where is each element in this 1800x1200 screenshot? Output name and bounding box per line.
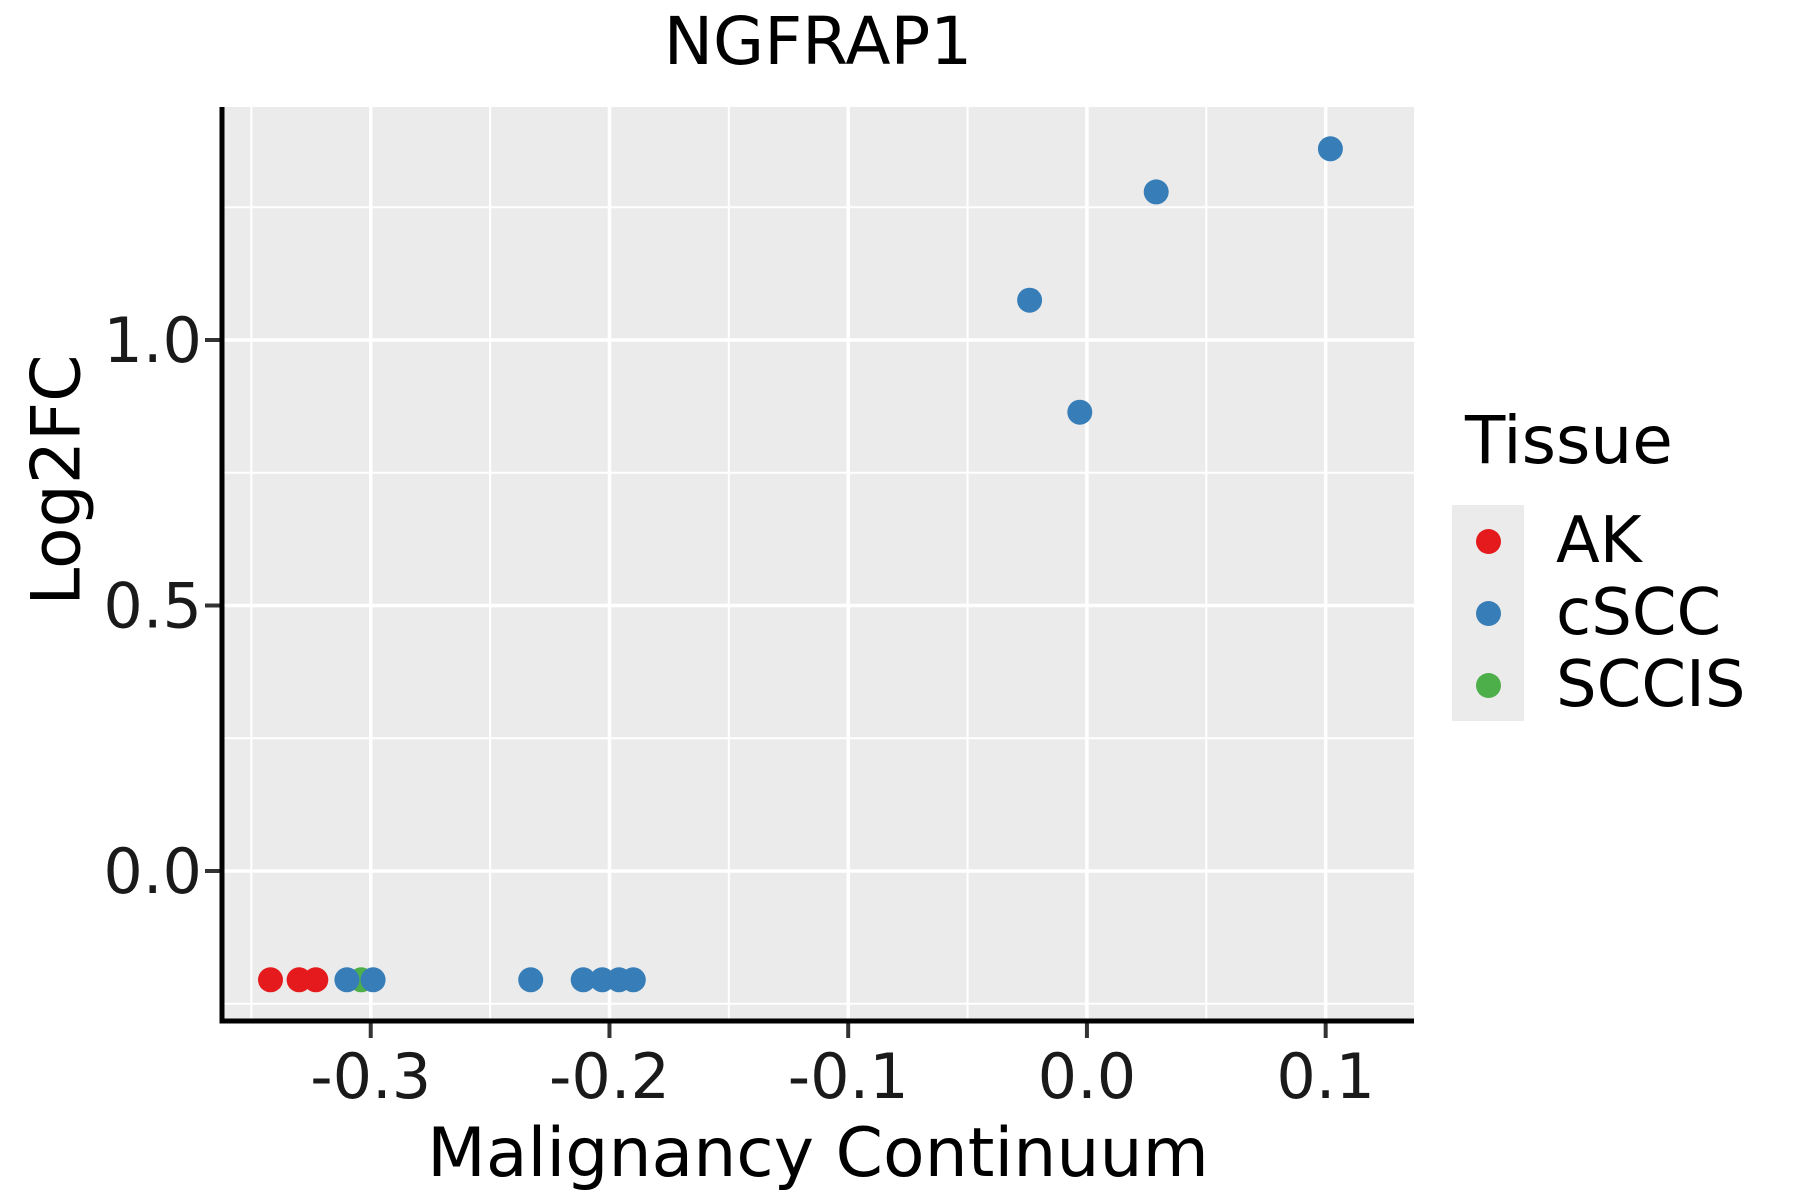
data-point-AK: [258, 967, 283, 993]
legend-dot-icon: [1475, 672, 1501, 698]
plot-panel: [222, 107, 1414, 1021]
data-point-cSCC: [1317, 136, 1343, 162]
legend-entry-label: cSCC: [1556, 576, 1722, 650]
x-tick-label: 0.1: [1276, 1040, 1375, 1113]
legend-entry-AK: AK: [1452, 504, 1746, 578]
data-point-cSCC: [1067, 399, 1093, 425]
data-point-cSCC: [518, 967, 544, 993]
y-tick-label: 0.5: [103, 569, 202, 642]
chart-title: NGFRAP1: [663, 3, 973, 80]
data-point-cSCC: [1017, 287, 1043, 313]
data-point-cSCC: [360, 967, 386, 993]
legend-title: Tissue: [1465, 402, 1673, 479]
legend-dot-icon: [1475, 600, 1501, 626]
y-axis-title: Log2FC: [17, 354, 97, 606]
y-tick-label: 0.0: [103, 835, 202, 908]
data-point-cSCC: [620, 967, 646, 993]
x-tick-label: -0.2: [549, 1040, 670, 1113]
x-tick-label: -0.3: [310, 1040, 431, 1113]
legend-entry-label: AK: [1556, 504, 1642, 578]
data-point-AK: [303, 967, 329, 993]
legend-dot-icon: [1475, 528, 1501, 554]
data-point-cSCC: [570, 967, 596, 993]
data-point-cSCC: [1143, 179, 1169, 205]
legend-key: [1452, 649, 1524, 721]
legend-key: [1452, 577, 1524, 649]
legend-entry-SCCIS: SCCIS: [1452, 648, 1746, 722]
x-tick-label: -0.1: [788, 1040, 909, 1113]
data-point-cSCC: [334, 967, 360, 993]
legend-entry-cSCC: cSCC: [1452, 576, 1746, 650]
legend-entry-label: SCCIS: [1556, 648, 1746, 722]
x-axis-title: Malignancy Continuum: [427, 1114, 1209, 1193]
legend-entries: AK cSCC SCCIS: [1452, 504, 1746, 722]
y-tick-label: 1.0: [103, 304, 202, 377]
legend: Tissue AK cSCC SCCIS: [1452, 402, 1746, 722]
x-tick-label: 0.0: [1038, 1040, 1137, 1113]
legend-key: [1452, 505, 1524, 577]
